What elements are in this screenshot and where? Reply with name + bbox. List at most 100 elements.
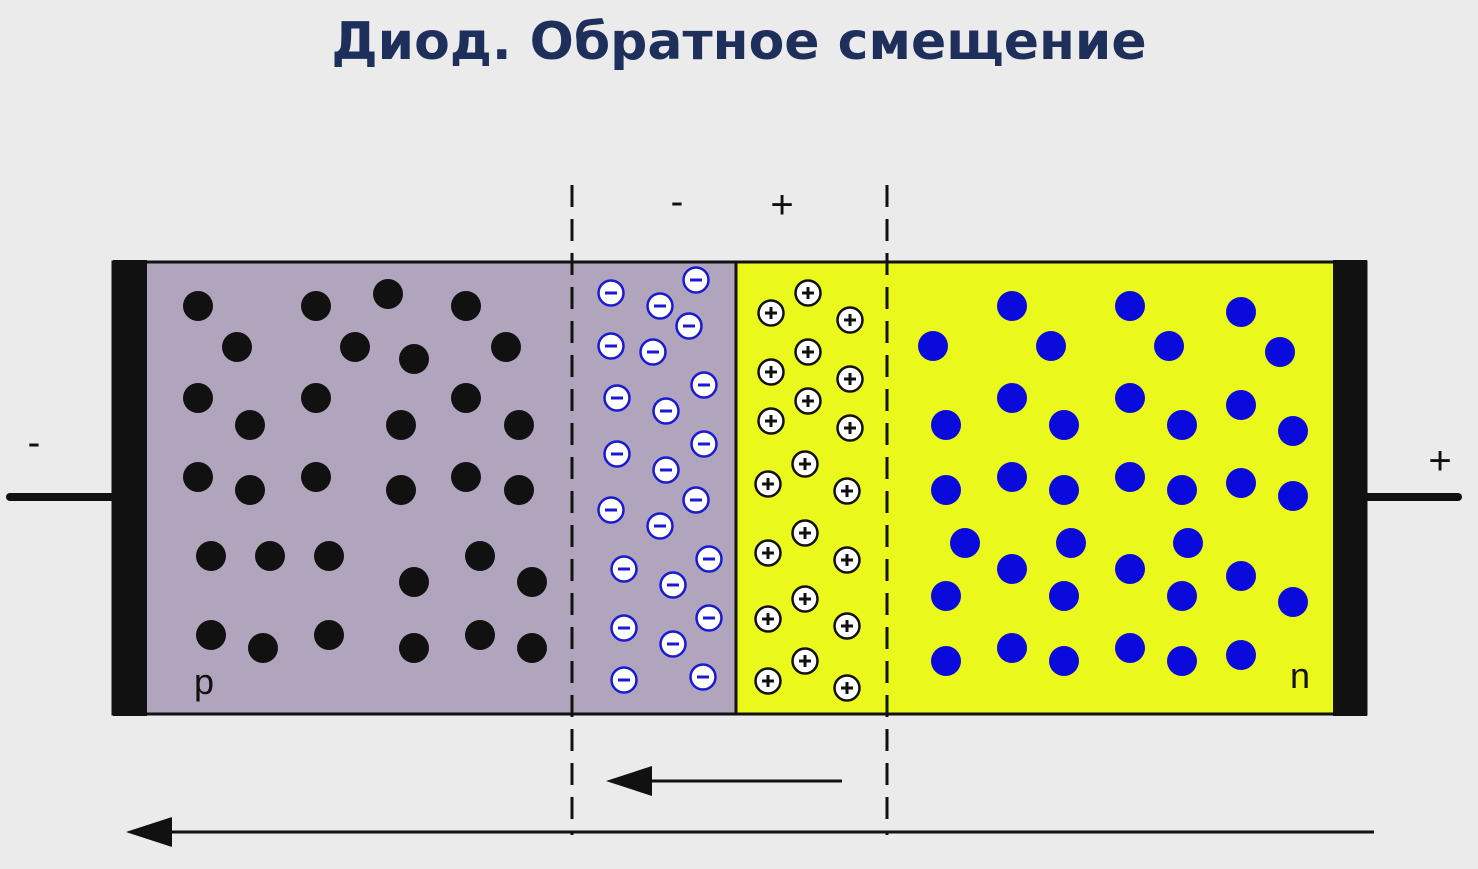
depletion-plus-label: + [770,183,793,227]
negative-ion-icon [697,547,722,572]
negative-ion-icon [599,334,624,359]
hole [465,541,495,571]
negative-ion-icon [684,488,709,513]
electron [1115,291,1145,321]
positive-ion-icon [756,472,781,497]
terminal-plus-label: + [1428,439,1451,483]
positive-ion-icon [838,367,863,392]
electron [1173,528,1203,558]
positive-ion-icon [756,541,781,566]
positive-ion-icon [756,607,781,632]
hole [314,541,344,571]
positive-ion-icon [759,360,784,385]
hole [255,541,285,571]
hole [183,383,213,413]
electron [1167,410,1197,440]
negative-ion-icon [691,665,716,690]
positive-ion-icon [793,649,818,674]
hole [314,620,344,650]
electron [1049,410,1079,440]
hole [301,383,331,413]
electron [1226,640,1256,670]
hole [491,332,521,362]
hole [504,475,534,505]
positive-ion-icon [835,548,860,573]
positive-ion-icon [835,479,860,504]
hole [301,291,331,321]
negative-ion-icon [692,432,717,457]
hole [340,332,370,362]
hole [196,541,226,571]
negative-ion-icon [661,632,686,657]
right-contact [1333,260,1367,716]
positive-ion-icon [796,340,821,365]
electron [997,633,1027,663]
negative-ion-icon [684,268,709,293]
electron [1049,475,1079,505]
electron [1049,581,1079,611]
negative-ion-icon [599,281,624,306]
hole [517,633,547,663]
electron [1056,528,1086,558]
electron [931,410,961,440]
negative-ion-icon [641,340,666,365]
depletion-minus-label: - [671,181,684,223]
electron [1278,481,1308,511]
positive-ion-icon [838,308,863,333]
electron [997,291,1027,321]
positive-ion-icon [793,587,818,612]
positive-ion-icon [759,301,784,326]
electron [1115,383,1145,413]
hole [399,633,429,663]
negative-ion-icon [648,294,673,319]
positive-ion-icon [796,389,821,414]
hole [386,475,416,505]
negative-ion-icon [654,458,679,483]
electron [931,581,961,611]
negative-ion-icon [648,514,673,539]
hole [248,633,278,663]
negative-ion-icon [661,573,686,598]
electron [1167,475,1197,505]
electron [1278,587,1308,617]
electron [931,475,961,505]
negative-ion-icon [612,616,637,641]
negative-ion-icon [654,399,679,424]
hole [451,462,481,492]
electron [1226,468,1256,498]
positive-ion-icon [835,676,860,701]
negative-ion-icon [612,557,637,582]
external-field-arrowhead [126,817,172,847]
electron [1226,297,1256,327]
hole [517,567,547,597]
hole [451,383,481,413]
positive-ion-icon [756,669,781,694]
positive-ion-icon [796,281,821,306]
hole [399,344,429,374]
n-region-label: n [1290,655,1310,696]
electron [1049,646,1079,676]
positive-ion-icon [793,521,818,546]
electron [918,331,948,361]
electron [931,646,961,676]
electron [1115,462,1145,492]
positive-ion-icon [838,416,863,441]
positive-ion-icon [793,452,818,477]
hole [399,567,429,597]
hole [373,279,403,309]
electron [1226,561,1256,591]
electron [1036,331,1066,361]
hole [465,620,495,650]
electron [1154,331,1184,361]
hole [386,410,416,440]
hole [183,462,213,492]
negative-ion-icon [599,498,624,523]
positive-ion-icon [759,409,784,434]
negative-ion-icon [612,668,637,693]
electron [1167,646,1197,676]
negative-ion-icon [677,314,702,339]
electron [997,554,1027,584]
electron [997,462,1027,492]
negative-ion-icon [692,373,717,398]
